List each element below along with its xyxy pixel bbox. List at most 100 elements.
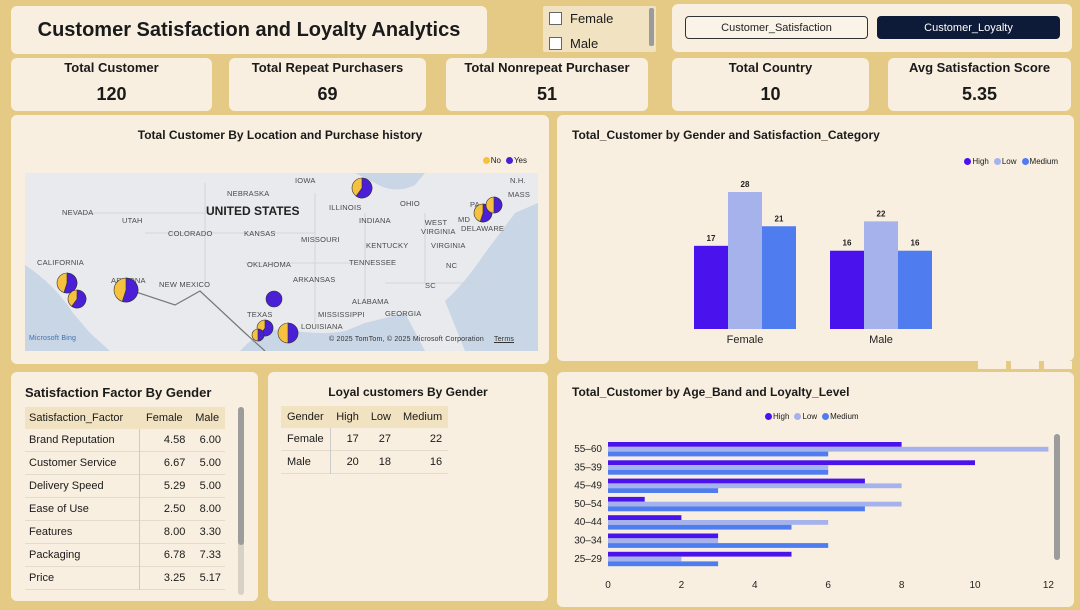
bar-chart[interactable]: 55–60 35–39 45–49 50–54 40–44 30–34 25–29 0 2 4 6 8… [557,372,1074,607]
location-pie-marker[interactable] [67,289,87,309]
table-cell: 8.00 [199,503,221,515]
legend-item: Low [794,412,817,421]
visual-header-icon[interactable] [978,361,1006,369]
loyal-customers-panel: Loyal customers By Gender Gender High Low M… [268,372,548,601]
column-header[interactable]: Low [370,411,391,423]
location-pie-marker[interactable] [113,277,139,303]
table-row[interactable]: Brand Reputation 4.58 6.00 [25,429,225,452]
column-header[interactable]: Male [195,412,220,424]
map-label: UTAH [122,216,143,225]
legend-item-no: No [482,156,501,165]
checkbox-male[interactable] [549,37,562,50]
map-label: CALIFORNIA [37,258,85,267]
bar-medium[interactable] [608,543,829,548]
bar-low[interactable] [608,556,682,562]
chart-scrollbar[interactable] [1054,434,1060,560]
column-header[interactable]: High [336,411,359,423]
bar-high[interactable] [830,250,864,329]
location-pie-marker[interactable] [277,322,299,344]
bar-medium[interactable] [608,561,719,567]
table-cell: Packaging [25,543,140,567]
map-label: DELAWARE [461,224,505,233]
legend-label: No [490,156,501,165]
map-label: KENTUCKY [366,241,409,250]
bar-high[interactable] [608,515,682,520]
age-loyalty-chart-panel: Total_Customer by Age_Band and Loyalty_L… [557,372,1074,607]
data-label: 22 [877,209,886,218]
table-row[interactable]: Delivery Speed 5.29 5.00 [25,474,225,498]
table-cell: 8.00 [163,526,186,538]
bar-low[interactable] [728,192,762,329]
map-title: Total Customer By Location and Purchase … [137,128,423,142]
x-tick-label: Male [869,334,893,346]
legend-label: Yes [513,156,527,165]
table-row[interactable]: Male 20 18 16 [281,450,449,474]
table-scrollbar-thumb[interactable] [238,407,244,545]
bar-high[interactable] [608,533,719,539]
map-label: VIRGINIA [431,241,466,250]
legend-label: High [972,157,989,166]
table-row[interactable]: Customer Service 6.67 5.00 [25,451,225,475]
legend-item: Low [993,157,1017,166]
more-options-icon[interactable] [1044,361,1072,369]
data-label: 16 [911,239,920,248]
map-label: TEXAS [247,310,273,319]
customer-satisfaction-button[interactable]: Customer_Satisfaction [685,16,868,39]
bar-low[interactable] [608,538,719,544]
column-header[interactable]: Female [145,412,183,424]
bar-high[interactable] [608,478,865,484]
column-header[interactable]: Medium [403,411,443,423]
slicer-scrollbar[interactable] [649,8,654,46]
bar-medium[interactable] [762,226,796,329]
bar-medium[interactable] [608,506,865,512]
table-row[interactable]: Ease of Use 2.50 8.00 [25,497,225,521]
column-chart[interactable]: 17 28 21 Female 16 22 16 Male [557,115,1074,361]
bar-low[interactable] [608,501,902,507]
map-label: TENNESSEE [349,258,397,267]
chart-scrollbar-thumb[interactable] [1054,434,1060,560]
page-nav-panel: Customer_Satisfaction Customer_Loyalty [672,4,1072,52]
location-pie-marker[interactable] [56,272,78,294]
bar-low[interactable] [864,221,898,329]
slicer-item-male[interactable]: Male [549,36,598,51]
column-header[interactable]: Satisfaction_Factor [29,412,124,424]
checkbox-female[interactable] [549,12,562,25]
bar-medium[interactable] [608,469,829,475]
legend-label: Low [1001,157,1017,166]
x-tick-label: 12 [1043,580,1055,591]
bar-medium[interactable] [608,488,719,493]
location-pie-marker[interactable] [485,196,503,214]
bar-high[interactable] [694,245,728,329]
kpi-total-country: Total Country 10 [672,58,869,111]
bar-medium[interactable] [898,250,932,329]
focus-mode-icon[interactable] [1011,361,1039,369]
map-label: GEORGIA [385,309,422,318]
bar-low[interactable] [608,483,902,489]
table-scrollbar[interactable] [238,407,244,595]
bar-high[interactable] [608,551,792,557]
bar-high[interactable] [608,442,902,447]
table-cell: Price [25,566,140,590]
legend-dot-icon [794,413,802,421]
table-row[interactable]: Price 3.25 5.17 [25,566,225,590]
location-pie-marker[interactable] [265,290,283,308]
table-row[interactable]: Packaging 6.78 7.33 [25,543,225,567]
gender-slicer[interactable]: Female Male [543,6,656,52]
kpi-total-customer: Total Customer 120 [11,58,212,111]
bar-low[interactable] [608,465,829,470]
us-map[interactable]: IOWA NEBRASKA NEVADA UTAH COLORADO KANSA… [25,173,538,351]
location-pie-marker[interactable] [351,177,373,199]
bar-low[interactable] [608,446,1049,452]
bar-medium[interactable] [608,524,792,530]
slicer-item-female[interactable]: Female [549,11,613,26]
location-pie-marker[interactable] [251,328,265,342]
map-terms-link[interactable]: Terms [494,336,515,343]
bar-medium[interactable] [608,451,829,457]
bar-high[interactable] [608,460,975,466]
bar-high[interactable] [608,496,645,502]
column-header[interactable]: Gender [287,411,324,423]
table-row[interactable]: Features 8.00 3.30 [25,520,225,544]
table-row[interactable]: Female 17 27 22 [281,428,449,451]
bar-low[interactable] [608,520,829,525]
customer-loyalty-button[interactable]: Customer_Loyalty [877,16,1060,39]
